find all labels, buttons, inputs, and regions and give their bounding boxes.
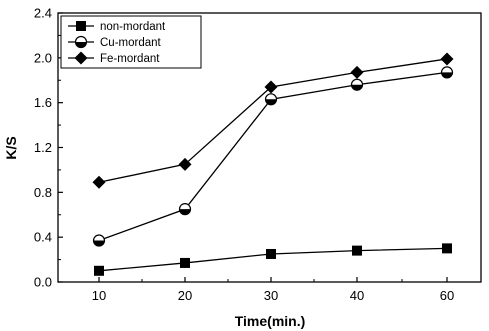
half-filled-circle-marker xyxy=(74,35,88,49)
y-axis: 0.0 0.4 0.8 1.2 1.6 2.0 2.4 xyxy=(34,6,63,290)
x-tick-label: 30 xyxy=(264,288,278,303)
half-filled-circle-marker xyxy=(350,78,364,91)
diamond-marker xyxy=(92,175,106,189)
half-filled-circle-marker xyxy=(92,234,106,247)
circle-marker-fill xyxy=(351,84,363,91)
square-marker xyxy=(352,245,362,256)
x-axis-title: Time(min.) xyxy=(235,313,306,329)
series-line xyxy=(98,58,448,183)
square-marker xyxy=(76,21,86,31)
x-tick-label: 10 xyxy=(92,288,106,303)
half-filled-circle-marker xyxy=(178,203,192,216)
legend: non-mordant Cu-mordant Fe-mordant xyxy=(60,15,202,69)
series-layer xyxy=(92,52,454,276)
y-tick-label: 2.4 xyxy=(34,6,52,21)
half-filled-circle-marker xyxy=(264,93,278,106)
legend-label: non-mordant xyxy=(100,21,166,33)
circle-marker-fill xyxy=(179,209,191,215)
y-tick-label: 0.4 xyxy=(34,230,52,245)
x-tick-label: 60 xyxy=(440,288,454,303)
square-marker xyxy=(442,243,452,254)
circle-marker-fill xyxy=(93,240,105,247)
legend-label: Cu-mordant xyxy=(100,37,162,49)
diamond-marker xyxy=(440,52,454,66)
y-tick-label: 2.0 xyxy=(34,50,52,65)
half-filled-circle-marker xyxy=(440,66,454,79)
y-tick-label: 0.0 xyxy=(34,275,52,290)
legend-label: Fe-mordant xyxy=(100,53,160,65)
circle-marker-fill xyxy=(441,72,453,78)
y-tick-label: 1.6 xyxy=(34,95,52,110)
diamond-marker xyxy=(350,65,364,79)
y-axis-title: K/S xyxy=(3,136,19,159)
circle-marker-fill xyxy=(75,42,87,48)
diamond-marker xyxy=(178,157,192,171)
square-marker xyxy=(94,265,104,276)
circle-marker-fill xyxy=(265,99,277,105)
square-marker xyxy=(180,257,190,268)
diamond-marker xyxy=(264,80,278,94)
x-tick-label: 20 xyxy=(178,288,192,303)
diamond-marker xyxy=(74,51,88,65)
x-tick-label: 40 xyxy=(350,288,364,303)
y-tick-label: 0.8 xyxy=(34,185,52,200)
y-tick-label: 1.2 xyxy=(34,140,52,155)
square-marker xyxy=(266,248,276,259)
x-axis: 10 20 30 40 60 xyxy=(92,277,454,303)
